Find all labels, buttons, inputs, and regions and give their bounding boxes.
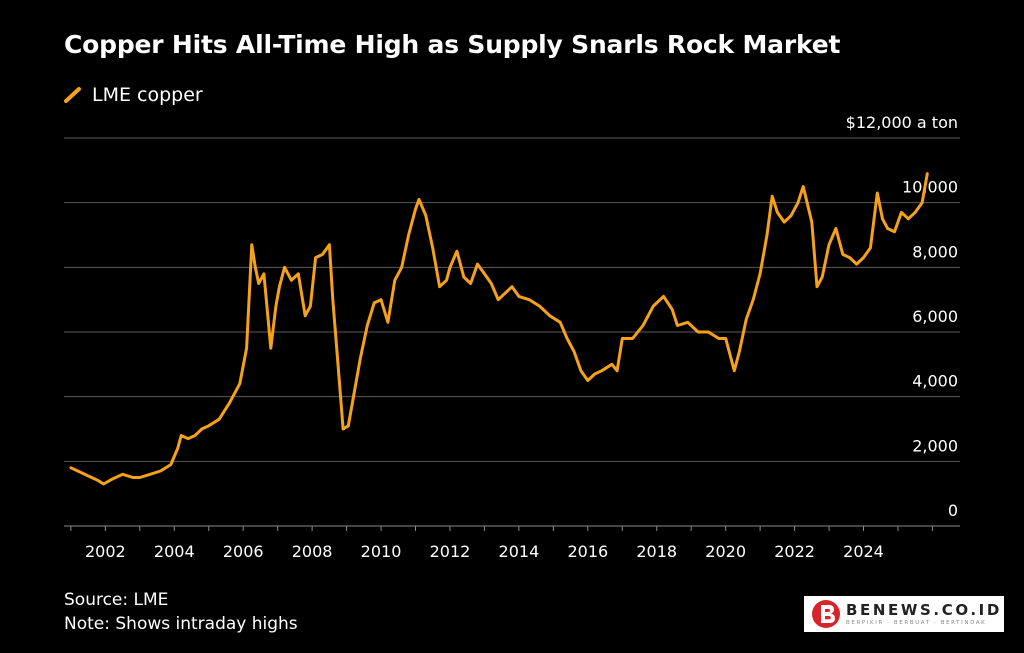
- x-tick-label: 2014: [499, 542, 540, 561]
- watermark: BENEWS.CO.ID BERPIKIR · BERBUAT · BERTIN…: [804, 596, 1004, 632]
- chart-footer: Source: LME Note: Shows intraday highs: [64, 588, 298, 636]
- chart-title: Copper Hits All-Time High as Supply Snar…: [64, 30, 841, 59]
- y-tick-label: 4,000: [912, 372, 958, 391]
- source-note: Source: LME: [64, 590, 169, 610]
- legend: LME copper: [64, 83, 203, 107]
- watermark-tagline: BERPIKIR · BERBUAT · BERTINDAK: [846, 620, 987, 626]
- x-tick-label: 2016: [567, 542, 608, 561]
- y-tick-label: 6,000: [912, 307, 958, 326]
- legend-swatch: [64, 87, 81, 103]
- x-tick-label: 2002: [85, 542, 126, 561]
- y-tick-label: 10,000: [902, 178, 958, 197]
- x-tick-label: 2004: [154, 542, 195, 561]
- x-tick-label: 2010: [361, 542, 402, 561]
- benews-logo-icon: [812, 600, 840, 628]
- y-tick-label: 8,000: [912, 242, 958, 261]
- x-tick-label: 2022: [774, 542, 815, 561]
- y-tick-label: 2,000: [912, 436, 958, 455]
- watermark-name: BENEWS.CO.ID: [846, 601, 1002, 619]
- x-tick-label: 2020: [705, 542, 746, 561]
- legend-label: LME copper: [92, 84, 203, 106]
- data-note: Note: Shows intraday highs: [64, 614, 298, 634]
- series-line-lme-copper: [69, 172, 929, 486]
- x-tick-label: 2008: [292, 542, 333, 561]
- x-tick-label: 2012: [430, 542, 471, 561]
- x-tick-label: 2024: [843, 542, 884, 561]
- y-unit-label: $12,000 a ton: [846, 113, 958, 132]
- x-tick-label: 2006: [223, 542, 264, 561]
- y-tick-label: 0: [948, 501, 958, 520]
- x-tick-label: 2018: [636, 542, 677, 561]
